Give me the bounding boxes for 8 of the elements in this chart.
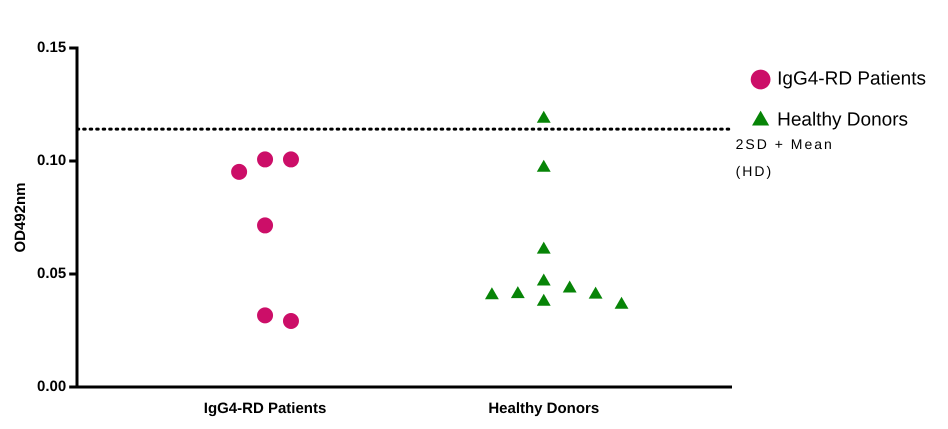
- legend-label: IgG4-RD Patients: [777, 68, 926, 90]
- y-tick-label: 0.05: [36, 265, 66, 282]
- y-tick-label: 0.00: [36, 378, 66, 396]
- legend-label: Healthy Donors: [777, 110, 908, 131]
- y-tick-label: 0.15: [36, 39, 66, 56]
- ref-line-label: 2SD + Mean (HD): [736, 136, 834, 179]
- y-tick-label: 0.10: [36, 152, 66, 170]
- y-axis-title: OD492nm: [12, 182, 30, 253]
